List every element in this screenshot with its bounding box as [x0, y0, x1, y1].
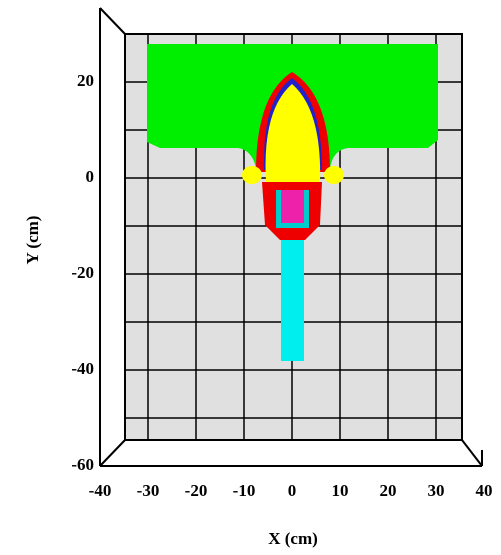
x-tick-label: -30 — [137, 481, 160, 500]
x-tick-label: 20 — [380, 481, 397, 500]
yellow-right — [324, 166, 344, 184]
plot-box — [99, 7, 483, 467]
y-tick-label: 20 — [77, 71, 94, 90]
x-tick-label: -10 — [233, 481, 256, 500]
x-tick-label: 10 — [332, 481, 349, 500]
x-tick-label: 0 — [288, 481, 297, 500]
x-tick-label: 40 — [476, 481, 493, 500]
y-tick-label: 0 — [86, 167, 95, 186]
x-tick-label: 30 — [428, 481, 445, 500]
geometry — [147, 44, 438, 361]
x-tick-label: -40 — [89, 481, 112, 500]
y-tick-label: -20 — [71, 263, 94, 282]
x-axis-label: X (cm) — [268, 529, 318, 548]
cyan-rod — [281, 225, 304, 361]
y-tick-label: -60 — [71, 455, 94, 474]
x-tick-label: -20 — [185, 481, 208, 500]
frame — [99, 7, 483, 467]
y-axis-label: Y (cm) — [23, 216, 42, 265]
y-tick-label: -40 — [71, 359, 94, 378]
magenta-core — [281, 190, 304, 223]
yellow-left — [242, 166, 262, 184]
yellow-core — [265, 84, 321, 182]
